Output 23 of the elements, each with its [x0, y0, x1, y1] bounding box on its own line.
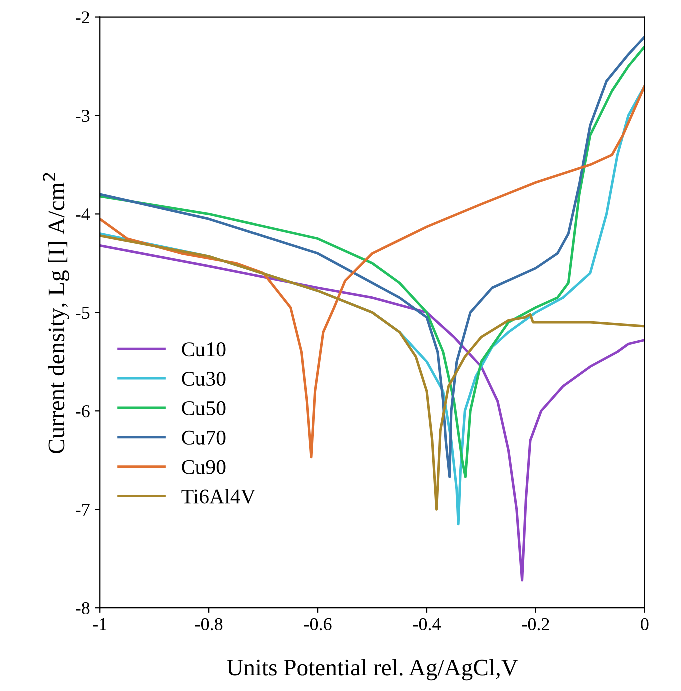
legend-label: Cu50	[182, 401, 226, 416]
legend-label: Ti6Al4V	[182, 489, 256, 504]
y-tick-label: -4	[76, 208, 90, 220]
y-axis-title: Current density, Lg [I] A/cm$^{2}$	[43, 173, 70, 454]
x-tick-label: -0.8	[195, 618, 223, 631]
y-tick-label: -6	[76, 405, 90, 418]
legend-label: Cu30	[182, 372, 226, 386]
y-tick-label: -5	[76, 307, 90, 320]
line-series	[100, 244, 645, 582]
legend-label: Cu10	[182, 342, 226, 357]
line-series	[100, 234, 645, 511]
x-tick-label: -0.4	[413, 618, 441, 631]
x-axis-title: Units Potential rel. Ag/AgCl,V	[227, 659, 518, 681]
y-tick-label: -7	[76, 504, 90, 516]
x-tick-label: 0	[641, 618, 649, 631]
legend-label: Cu90	[182, 460, 226, 474]
y-tick-label: -3	[76, 110, 90, 122]
y-tick-label: -8	[76, 602, 90, 615]
x-tick-label: -0.6	[304, 618, 332, 631]
legend-label: Cu70	[182, 430, 226, 445]
x-tick-label: -0.2	[522, 618, 550, 631]
y-tick-label: -2	[76, 12, 90, 24]
x-tick-label: -1	[93, 618, 107, 630]
